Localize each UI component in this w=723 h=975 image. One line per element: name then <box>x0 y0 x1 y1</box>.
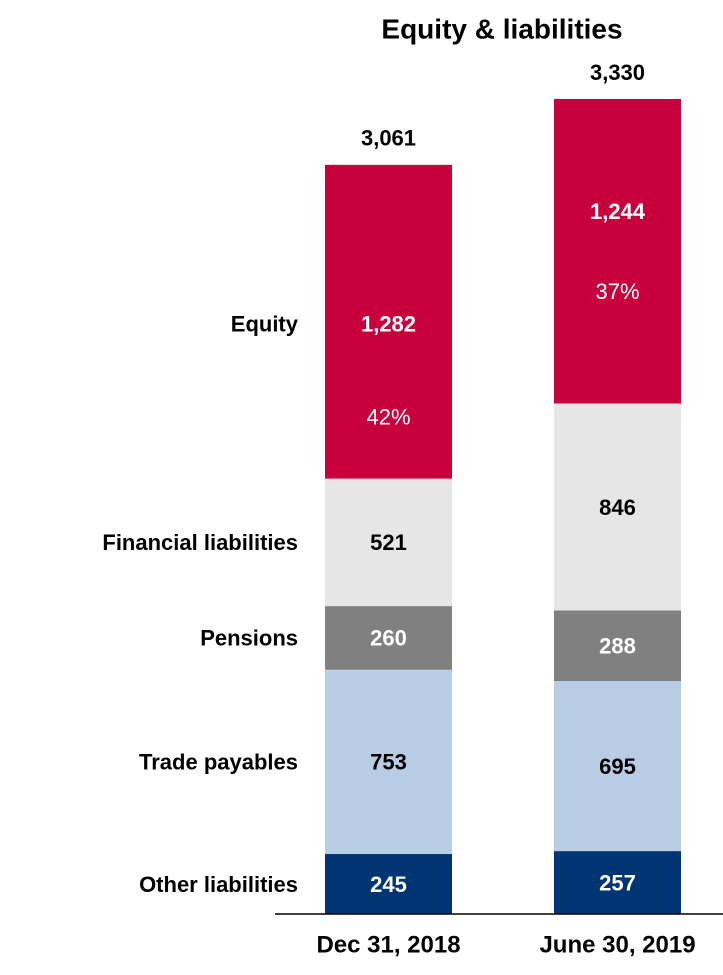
x-tick-label: Dec 31, 2018 <box>316 931 460 958</box>
value-label: 521 <box>370 530 407 555</box>
bar-segment <box>554 403 681 611</box>
chart-title: Equity & liabilities <box>381 13 622 44</box>
bar-segment <box>325 478 452 607</box>
value-label: 1,282 <box>361 312 416 337</box>
bar-segment <box>554 851 681 914</box>
series-label: Equity <box>231 312 299 337</box>
value-label: 846 <box>599 495 636 520</box>
bar-segment <box>554 610 681 682</box>
x-tick-label: June 30, 2019 <box>539 931 695 958</box>
series-label: Pensions <box>200 626 298 651</box>
series-label: Trade payables <box>139 750 298 775</box>
value-label: 753 <box>370 750 407 775</box>
bar-segment <box>554 99 681 404</box>
total-label: 3,330 <box>590 60 645 85</box>
share-label: 42% <box>366 405 410 430</box>
value-label: 288 <box>599 634 636 659</box>
share-label: 37% <box>595 279 639 304</box>
value-label: 260 <box>370 626 407 651</box>
bar-segment <box>325 854 452 914</box>
bar-segment <box>554 681 681 852</box>
bar-segment <box>325 164 452 479</box>
value-label: 257 <box>599 870 636 895</box>
bar-segment <box>325 606 452 670</box>
value-label: 695 <box>599 754 636 779</box>
value-label: 245 <box>370 872 407 897</box>
series-label: Financial liabilities <box>102 530 298 555</box>
total-label: 3,061 <box>361 126 416 151</box>
series-label: Other liabilities <box>139 872 298 897</box>
value-label: 1,244 <box>590 199 646 224</box>
bar-segment <box>325 669 452 855</box>
